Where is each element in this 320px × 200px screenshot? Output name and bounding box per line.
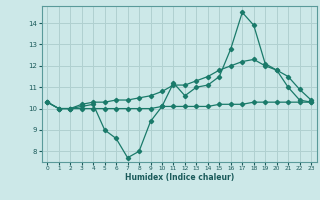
X-axis label: Humidex (Indice chaleur): Humidex (Indice chaleur) (124, 173, 234, 182)
